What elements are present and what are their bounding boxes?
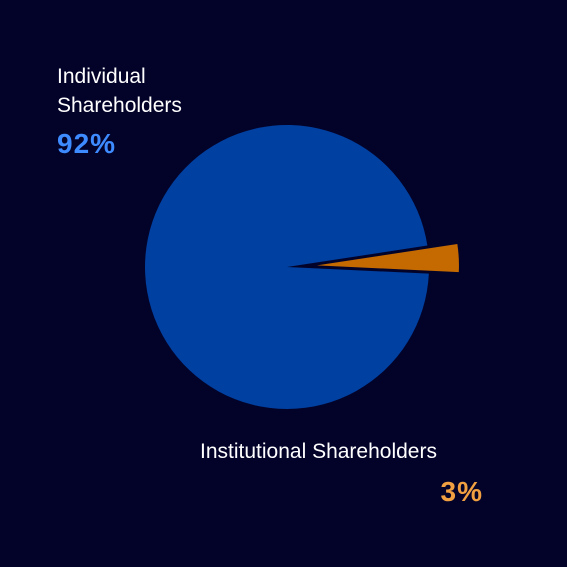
slice-label: Individual Shareholders [57,65,182,117]
slice-label: Institutional Shareholders [200,440,437,463]
slice-value-label: 92% [57,128,117,159]
pie-slice [144,125,429,410]
slice-value-label: 3% [440,476,483,507]
pie-slice [316,243,459,273]
